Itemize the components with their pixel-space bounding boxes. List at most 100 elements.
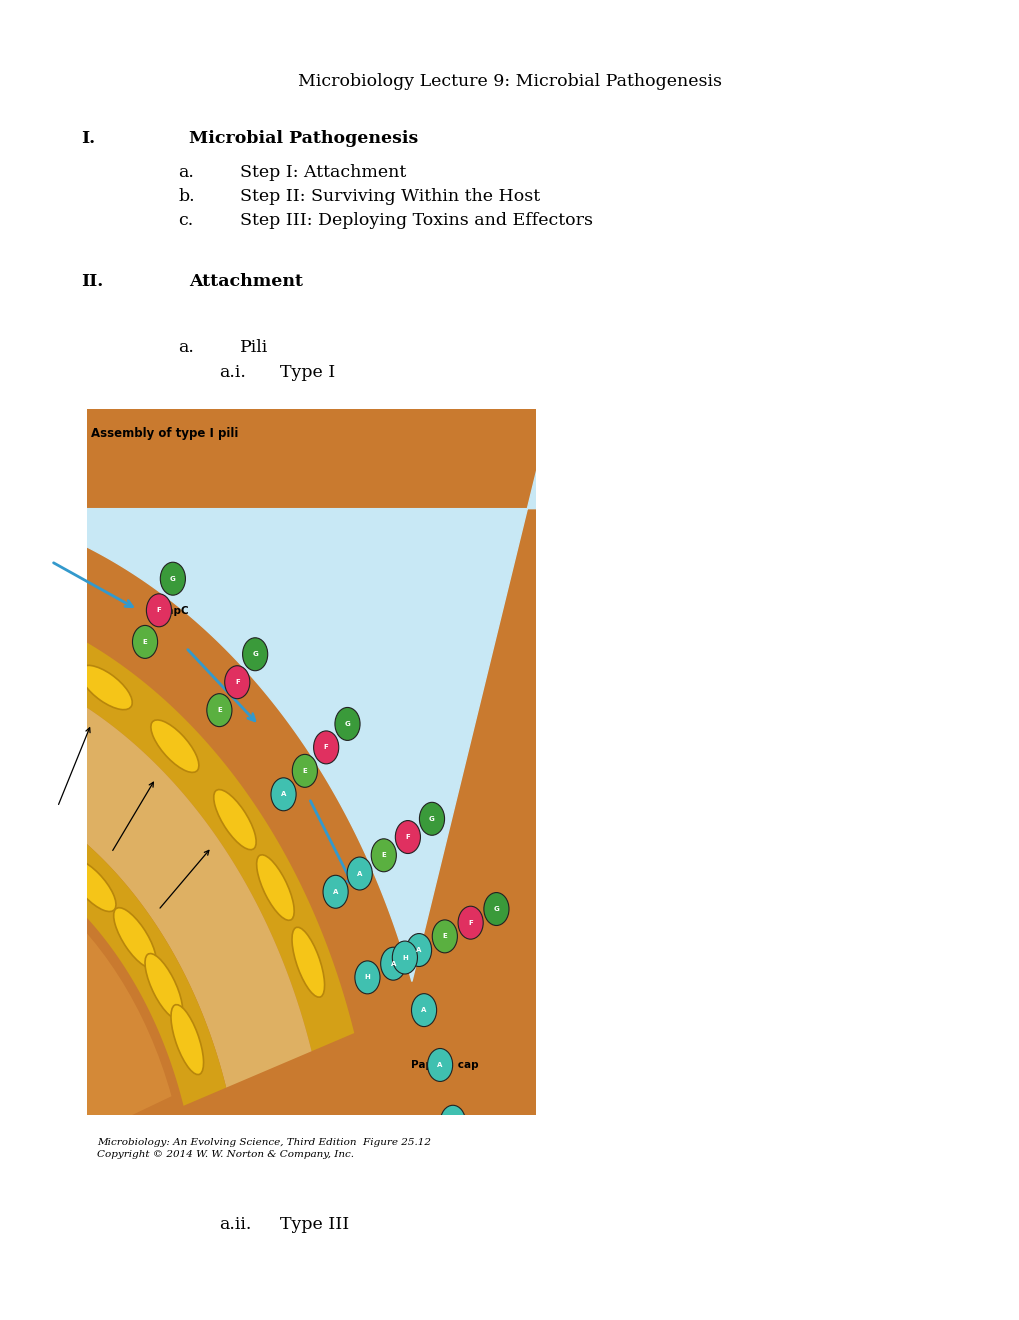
Text: G: G <box>60 589 65 594</box>
Text: a.ii.: a.ii. <box>219 1217 252 1233</box>
Text: F: F <box>468 920 473 925</box>
Text: b.: b. <box>178 189 195 205</box>
Circle shape <box>432 920 457 953</box>
Circle shape <box>371 838 396 871</box>
Text: I.: I. <box>82 131 96 147</box>
Circle shape <box>458 1284 483 1317</box>
Ellipse shape <box>257 855 293 920</box>
Text: Step II: Surviving Within the Host: Step II: Surviving Within the Host <box>239 189 539 205</box>
Text: Assembly of type I pili: Assembly of type I pili <box>91 426 238 440</box>
Circle shape <box>50 576 75 609</box>
Text: F: F <box>157 607 161 614</box>
Polygon shape <box>0 644 311 1088</box>
Ellipse shape <box>113 908 156 968</box>
Circle shape <box>380 948 406 981</box>
Circle shape <box>483 892 508 925</box>
Text: Microbial Pathogenesis: Microbial Pathogenesis <box>189 131 418 147</box>
Text: A: A <box>416 946 421 953</box>
Ellipse shape <box>214 789 256 850</box>
Text: A: A <box>390 961 395 966</box>
Circle shape <box>449 1164 475 1197</box>
Text: H: H <box>364 974 370 981</box>
Text: F: F <box>468 1298 473 1303</box>
Ellipse shape <box>145 953 182 1019</box>
Circle shape <box>292 754 317 787</box>
Text: G: G <box>344 721 351 727</box>
Text: F: F <box>70 554 74 560</box>
Ellipse shape <box>16 821 69 866</box>
FancyBboxPatch shape <box>42 350 580 1175</box>
Circle shape <box>334 708 360 741</box>
Text: G: G <box>170 576 175 582</box>
Circle shape <box>392 941 417 974</box>
Wedge shape <box>0 833 171 1233</box>
Circle shape <box>132 626 158 659</box>
Text: F: F <box>323 744 328 750</box>
Text: E: E <box>143 639 148 645</box>
Circle shape <box>207 694 231 726</box>
Text: Microbiology Lecture 9: Microbial Pathogenesis: Microbiology Lecture 9: Microbial Pathog… <box>298 74 721 90</box>
Text: c.: c. <box>178 213 194 228</box>
Text: Pili: Pili <box>239 339 268 355</box>
Text: R: R <box>449 1119 455 1125</box>
Text: G: G <box>252 651 258 657</box>
Text: Attachment: Attachment <box>189 273 303 289</box>
Circle shape <box>395 821 420 854</box>
Text: B: B <box>460 1177 465 1183</box>
Text: a.i.: a.i. <box>219 364 246 380</box>
Text: F: F <box>234 680 239 685</box>
Ellipse shape <box>151 719 199 772</box>
Circle shape <box>440 1105 465 1138</box>
Circle shape <box>407 933 431 966</box>
Circle shape <box>271 777 296 810</box>
Circle shape <box>419 803 444 836</box>
Ellipse shape <box>291 927 324 997</box>
Circle shape <box>427 1048 452 1081</box>
Text: II.: II. <box>82 273 104 289</box>
Circle shape <box>355 961 380 994</box>
Polygon shape <box>0 586 354 1051</box>
Text: Type I: Type I <box>280 364 335 380</box>
Ellipse shape <box>0 795 16 832</box>
Text: PapH = cap: PapH = cap <box>410 1060 478 1069</box>
Ellipse shape <box>68 859 116 912</box>
Text: A: A <box>357 870 362 876</box>
Text: G: G <box>493 906 499 912</box>
Circle shape <box>455 1224 480 1257</box>
Text: G: G <box>429 816 434 822</box>
Text: A: A <box>421 1007 426 1014</box>
Text: Microbiology: An Evolving Science, Third Edition  Figure 25.12
Copyright © 2014 : Microbiology: An Evolving Science, Third… <box>97 1138 430 1159</box>
Polygon shape <box>0 763 226 1106</box>
Text: E: E <box>303 768 307 774</box>
Circle shape <box>346 857 372 890</box>
Text: Type III: Type III <box>280 1217 350 1233</box>
Text: a.: a. <box>178 165 195 181</box>
Circle shape <box>323 875 347 908</box>
Text: E: E <box>381 853 386 858</box>
Circle shape <box>39 902 65 937</box>
Circle shape <box>243 638 267 671</box>
Text: E: E <box>466 1237 470 1242</box>
Circle shape <box>224 665 250 698</box>
Circle shape <box>313 731 338 764</box>
Text: F: F <box>406 834 410 840</box>
Text: a.: a. <box>178 339 195 355</box>
Text: A: A <box>280 791 286 797</box>
Text: A: A <box>332 888 338 895</box>
Text: E: E <box>442 933 446 940</box>
Text: Step III: Deploying Toxins and Effectors: Step III: Deploying Toxins and Effectors <box>239 213 592 228</box>
Text: Step I: Attachment: Step I: Attachment <box>239 165 406 181</box>
Circle shape <box>147 594 171 627</box>
Text: E: E <box>217 708 221 713</box>
Ellipse shape <box>79 665 132 710</box>
Ellipse shape <box>171 1005 204 1074</box>
Text: PapC: PapC <box>158 606 187 616</box>
Circle shape <box>60 541 85 574</box>
Polygon shape <box>0 292 580 982</box>
Text: H: H <box>401 954 408 961</box>
Text: A: A <box>437 1063 442 1068</box>
Circle shape <box>411 994 436 1027</box>
Circle shape <box>160 562 185 595</box>
Circle shape <box>458 907 483 939</box>
Ellipse shape <box>2 627 58 664</box>
